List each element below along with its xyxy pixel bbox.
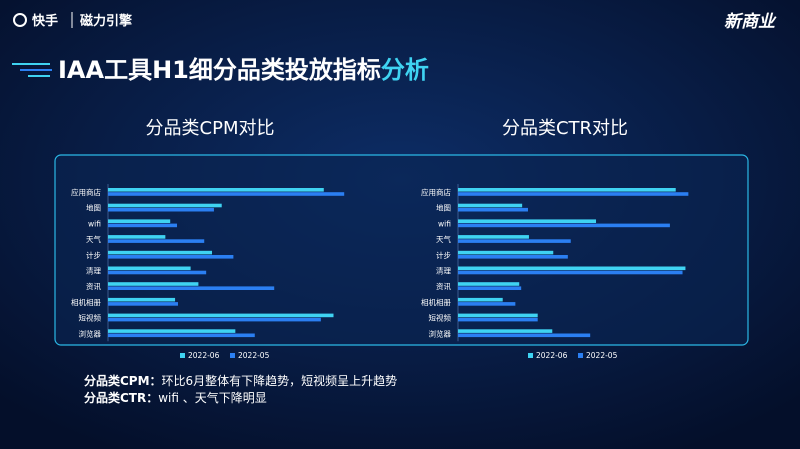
bar (458, 329, 553, 333)
note: 分品类CTR：wifi 、天气下降明显 (84, 390, 267, 405)
category-label: 应用商店 (421, 187, 451, 197)
bar (108, 266, 191, 271)
chart-title: 分品类CPM对比 (146, 118, 275, 139)
legend-swatch (230, 353, 235, 358)
legend-swatch (180, 353, 185, 358)
partner: 磁力引擎 (80, 13, 132, 29)
note: 分品类CPM：环比6月整体有下降趋势，短视频呈上升趋势 (84, 373, 397, 388)
bar (458, 250, 554, 255)
bar (108, 313, 334, 318)
bar (108, 286, 275, 290)
bar (458, 302, 516, 306)
note-label: 分品类CTR： (84, 390, 158, 405)
bar (458, 239, 571, 243)
category-label: 浏览器 (79, 328, 102, 338)
bar (458, 219, 597, 223)
legend-label: 2022-05 (238, 351, 270, 360)
bar (108, 255, 234, 259)
bar (108, 329, 236, 333)
note-text: wifi 、天气下降明显 (158, 390, 267, 405)
title-main: IAA工具H1细分品类投放指标 (58, 56, 381, 84)
category-label: 地图 (86, 203, 101, 213)
legend-label: 2022-06 (188, 351, 220, 360)
legend-label: 2022-06 (536, 351, 568, 360)
legend-swatch (528, 353, 533, 358)
category-label: wifi (438, 219, 451, 228)
bar (108, 302, 178, 306)
brand-icon (13, 13, 27, 27)
bar (458, 203, 523, 208)
brand: 快手 (32, 13, 58, 29)
bar (108, 297, 176, 302)
category-label: 计步 (86, 250, 101, 260)
legend-swatch (578, 353, 583, 358)
bar (108, 239, 205, 243)
bar (458, 266, 686, 271)
page-title: IAA工具H1细分品类投放指标分析 (58, 56, 429, 84)
bar (458, 188, 676, 192)
bar (108, 223, 178, 228)
category-label: 短视频 (429, 313, 452, 323)
note-text: 环比6月整体有下降趋势，短视频呈上升趋势 (162, 373, 398, 388)
bar (458, 286, 522, 290)
category-label: 浏览器 (429, 328, 452, 338)
bar (108, 192, 345, 196)
bar (458, 235, 529, 239)
bar (108, 250, 213, 255)
category-label: 天气 (436, 234, 451, 244)
title-highlight: 分析 (381, 56, 429, 84)
bar (458, 270, 683, 275)
category-label: 天气 (86, 234, 101, 244)
bar (458, 282, 520, 286)
bar (108, 333, 255, 338)
bar (108, 270, 207, 275)
category-label: 相机相册 (421, 297, 451, 307)
category-label: 计步 (436, 250, 451, 260)
chart-title: 分品类CTR对比 (502, 118, 628, 139)
bar (108, 282, 199, 286)
category-label: wifi (88, 219, 101, 228)
bar (108, 188, 324, 192)
bar (458, 223, 670, 228)
bar (108, 207, 214, 212)
bar (458, 317, 538, 322)
category-label: 清理 (436, 266, 451, 276)
legend-label: 2022-05 (586, 351, 618, 360)
note-label: 分品类CPM： (84, 373, 162, 388)
bar (108, 219, 171, 223)
category-label: 地图 (436, 203, 451, 213)
chart-panel (54, 154, 749, 346)
bar (108, 317, 321, 322)
corner-logo: 新商业 (724, 12, 777, 32)
title-decoration (12, 63, 52, 77)
category-label: 相机相册 (71, 297, 101, 307)
category-label: 资讯 (86, 281, 101, 291)
bar (458, 255, 568, 259)
bar (458, 297, 503, 302)
bar (108, 235, 166, 239)
bar (458, 333, 591, 338)
bar (458, 313, 538, 318)
category-label: 短视频 (79, 313, 102, 323)
bar (458, 192, 689, 196)
category-label: 清理 (86, 266, 101, 276)
bar (108, 203, 222, 208)
bar (458, 207, 528, 212)
category-label: 资讯 (436, 281, 451, 291)
category-label: 应用商店 (71, 187, 101, 197)
